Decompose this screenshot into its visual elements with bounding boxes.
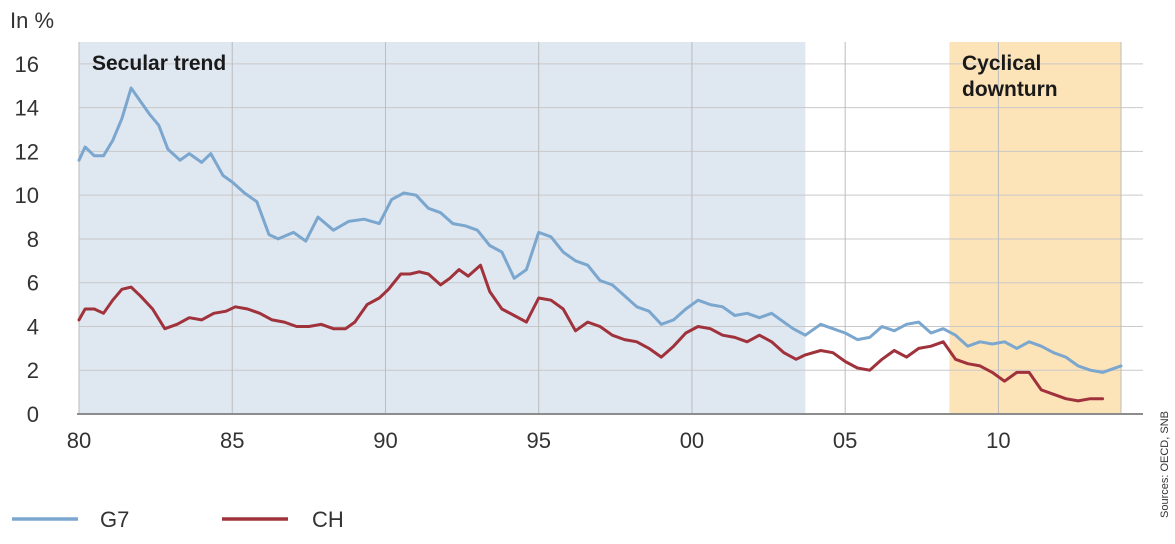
shaded-region-0 — [79, 42, 806, 414]
x-tick-label: 90 — [373, 428, 397, 453]
x-tick-label: 10 — [986, 428, 1010, 453]
x-tick-label: 95 — [526, 428, 550, 453]
y-tick-label: 4 — [27, 314, 39, 339]
y-tick-label: 10 — [15, 183, 39, 208]
x-axis-ticks: 80 85 90 95 00 05 10 — [67, 428, 1011, 453]
annotation-line: downturn — [962, 78, 1058, 101]
y-axis-ticks: 0 2 4 6 8 10 12 14 16 — [15, 52, 39, 427]
annotation-line: Cyclical — [962, 52, 1041, 75]
source-note: Sources: OECD, SNB — [1159, 411, 1171, 518]
y-tick-label: 12 — [15, 139, 39, 164]
shaded-regions — [79, 42, 1121, 414]
y-tick-label: 0 — [27, 402, 39, 427]
y-tick-label: 2 — [27, 358, 39, 383]
x-tick-label: 00 — [680, 428, 704, 453]
x-tick-label: 80 — [67, 428, 91, 453]
y-axis-unit-label: In % — [10, 8, 54, 33]
y-tick-label: 8 — [27, 227, 39, 252]
annotation-secular-trend: Secular trend — [92, 52, 226, 75]
series-lines — [77, 86, 1123, 403]
series-line-g7 — [77, 86, 1123, 374]
x-tick-label: 05 — [833, 428, 857, 453]
legend-label-g7: G7 — [100, 507, 129, 532]
annotation-cyclical-downturn: Cyclical downturn — [962, 52, 1058, 101]
legend-label-ch: CH — [312, 507, 344, 532]
x-tick-label: 85 — [220, 428, 244, 453]
y-tick-label: 14 — [15, 96, 39, 121]
gridlines — [78, 42, 1143, 414]
legend: G7 CH — [12, 507, 344, 532]
shaded-region-1 — [949, 42, 1121, 414]
series-line-ch — [77, 263, 1105, 403]
y-tick-label: 6 — [27, 271, 39, 296]
y-tick-label: 16 — [15, 52, 39, 77]
